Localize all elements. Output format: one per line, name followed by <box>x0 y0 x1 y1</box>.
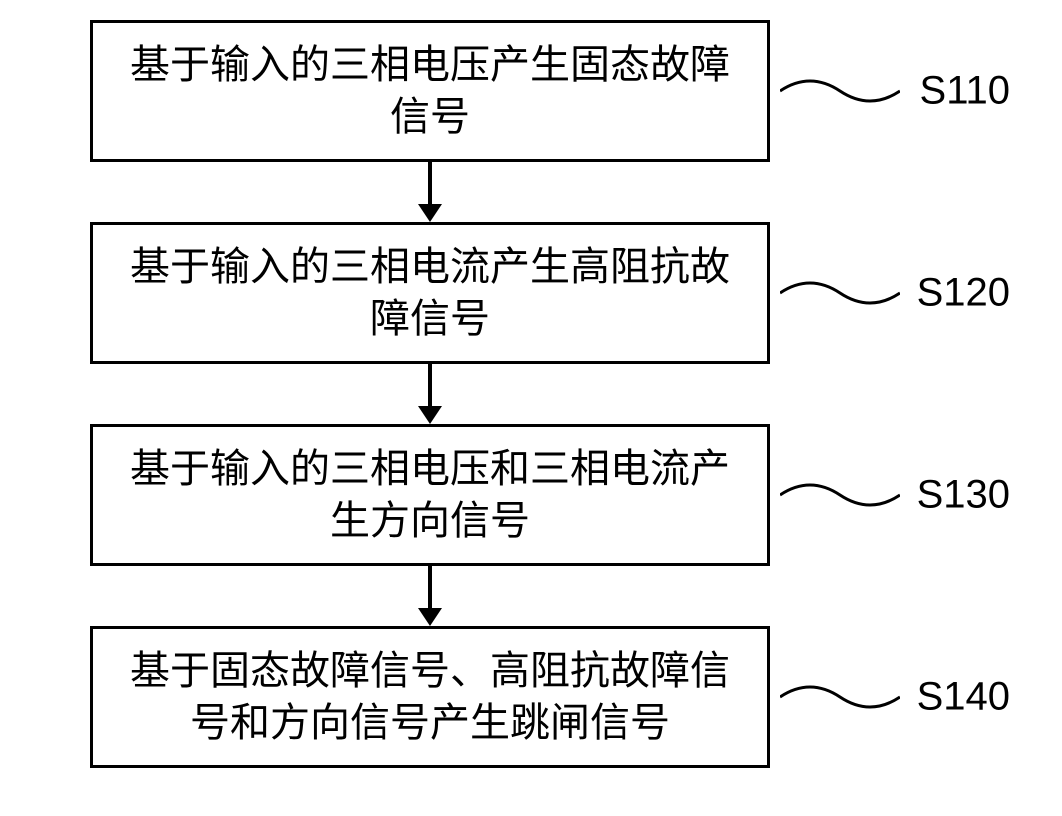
step-label-1: S110 <box>920 69 1010 114</box>
flow-step-2: 基于输入的三相电流产生高阻抗故障信号 S120 <box>90 222 770 364</box>
connector-curve-3 <box>780 470 900 520</box>
step-text-1: 基于输入的三相电压产生固态故障信号 <box>113 39 747 143</box>
step-text-4: 基于固态故障信号、高阻抗故障信号和方向信号产生跳闸信号 <box>113 645 747 749</box>
flow-step-1: 基于输入的三相电压产生固态故障信号 S110 <box>90 20 770 162</box>
step-label-2: S120 <box>917 271 1010 316</box>
arrow-down-icon <box>410 364 450 424</box>
arrow-container-1 <box>90 162 770 222</box>
step-label-4: S140 <box>917 675 1010 720</box>
connector-curve-4 <box>780 672 900 722</box>
step-box-4: 基于固态故障信号、高阻抗故障信号和方向信号产生跳闸信号 <box>90 626 770 768</box>
step-box-3: 基于输入的三相电压和三相电流产生方向信号 <box>90 424 770 566</box>
arrow-down-icon <box>410 566 450 626</box>
flowchart-container: 基于输入的三相电压产生固态故障信号 S110 基于输入的三相电流产生高阻抗故障信… <box>60 20 1000 768</box>
arrow-container-3 <box>90 566 770 626</box>
arrow-container-2 <box>90 364 770 424</box>
connector-curve-2 <box>780 268 900 318</box>
step-text-3: 基于输入的三相电压和三相电流产生方向信号 <box>113 443 747 547</box>
step-text-2: 基于输入的三相电流产生高阻抗故障信号 <box>113 241 747 345</box>
step-box-2: 基于输入的三相电流产生高阻抗故障信号 <box>90 222 770 364</box>
flow-step-3: 基于输入的三相电压和三相电流产生方向信号 S130 <box>90 424 770 566</box>
connector-curve-1 <box>780 66 900 116</box>
step-box-1: 基于输入的三相电压产生固态故障信号 <box>90 20 770 162</box>
arrow-down-icon <box>410 162 450 222</box>
flow-step-4: 基于固态故障信号、高阻抗故障信号和方向信号产生跳闸信号 S140 <box>90 626 770 768</box>
step-label-3: S130 <box>917 473 1010 518</box>
